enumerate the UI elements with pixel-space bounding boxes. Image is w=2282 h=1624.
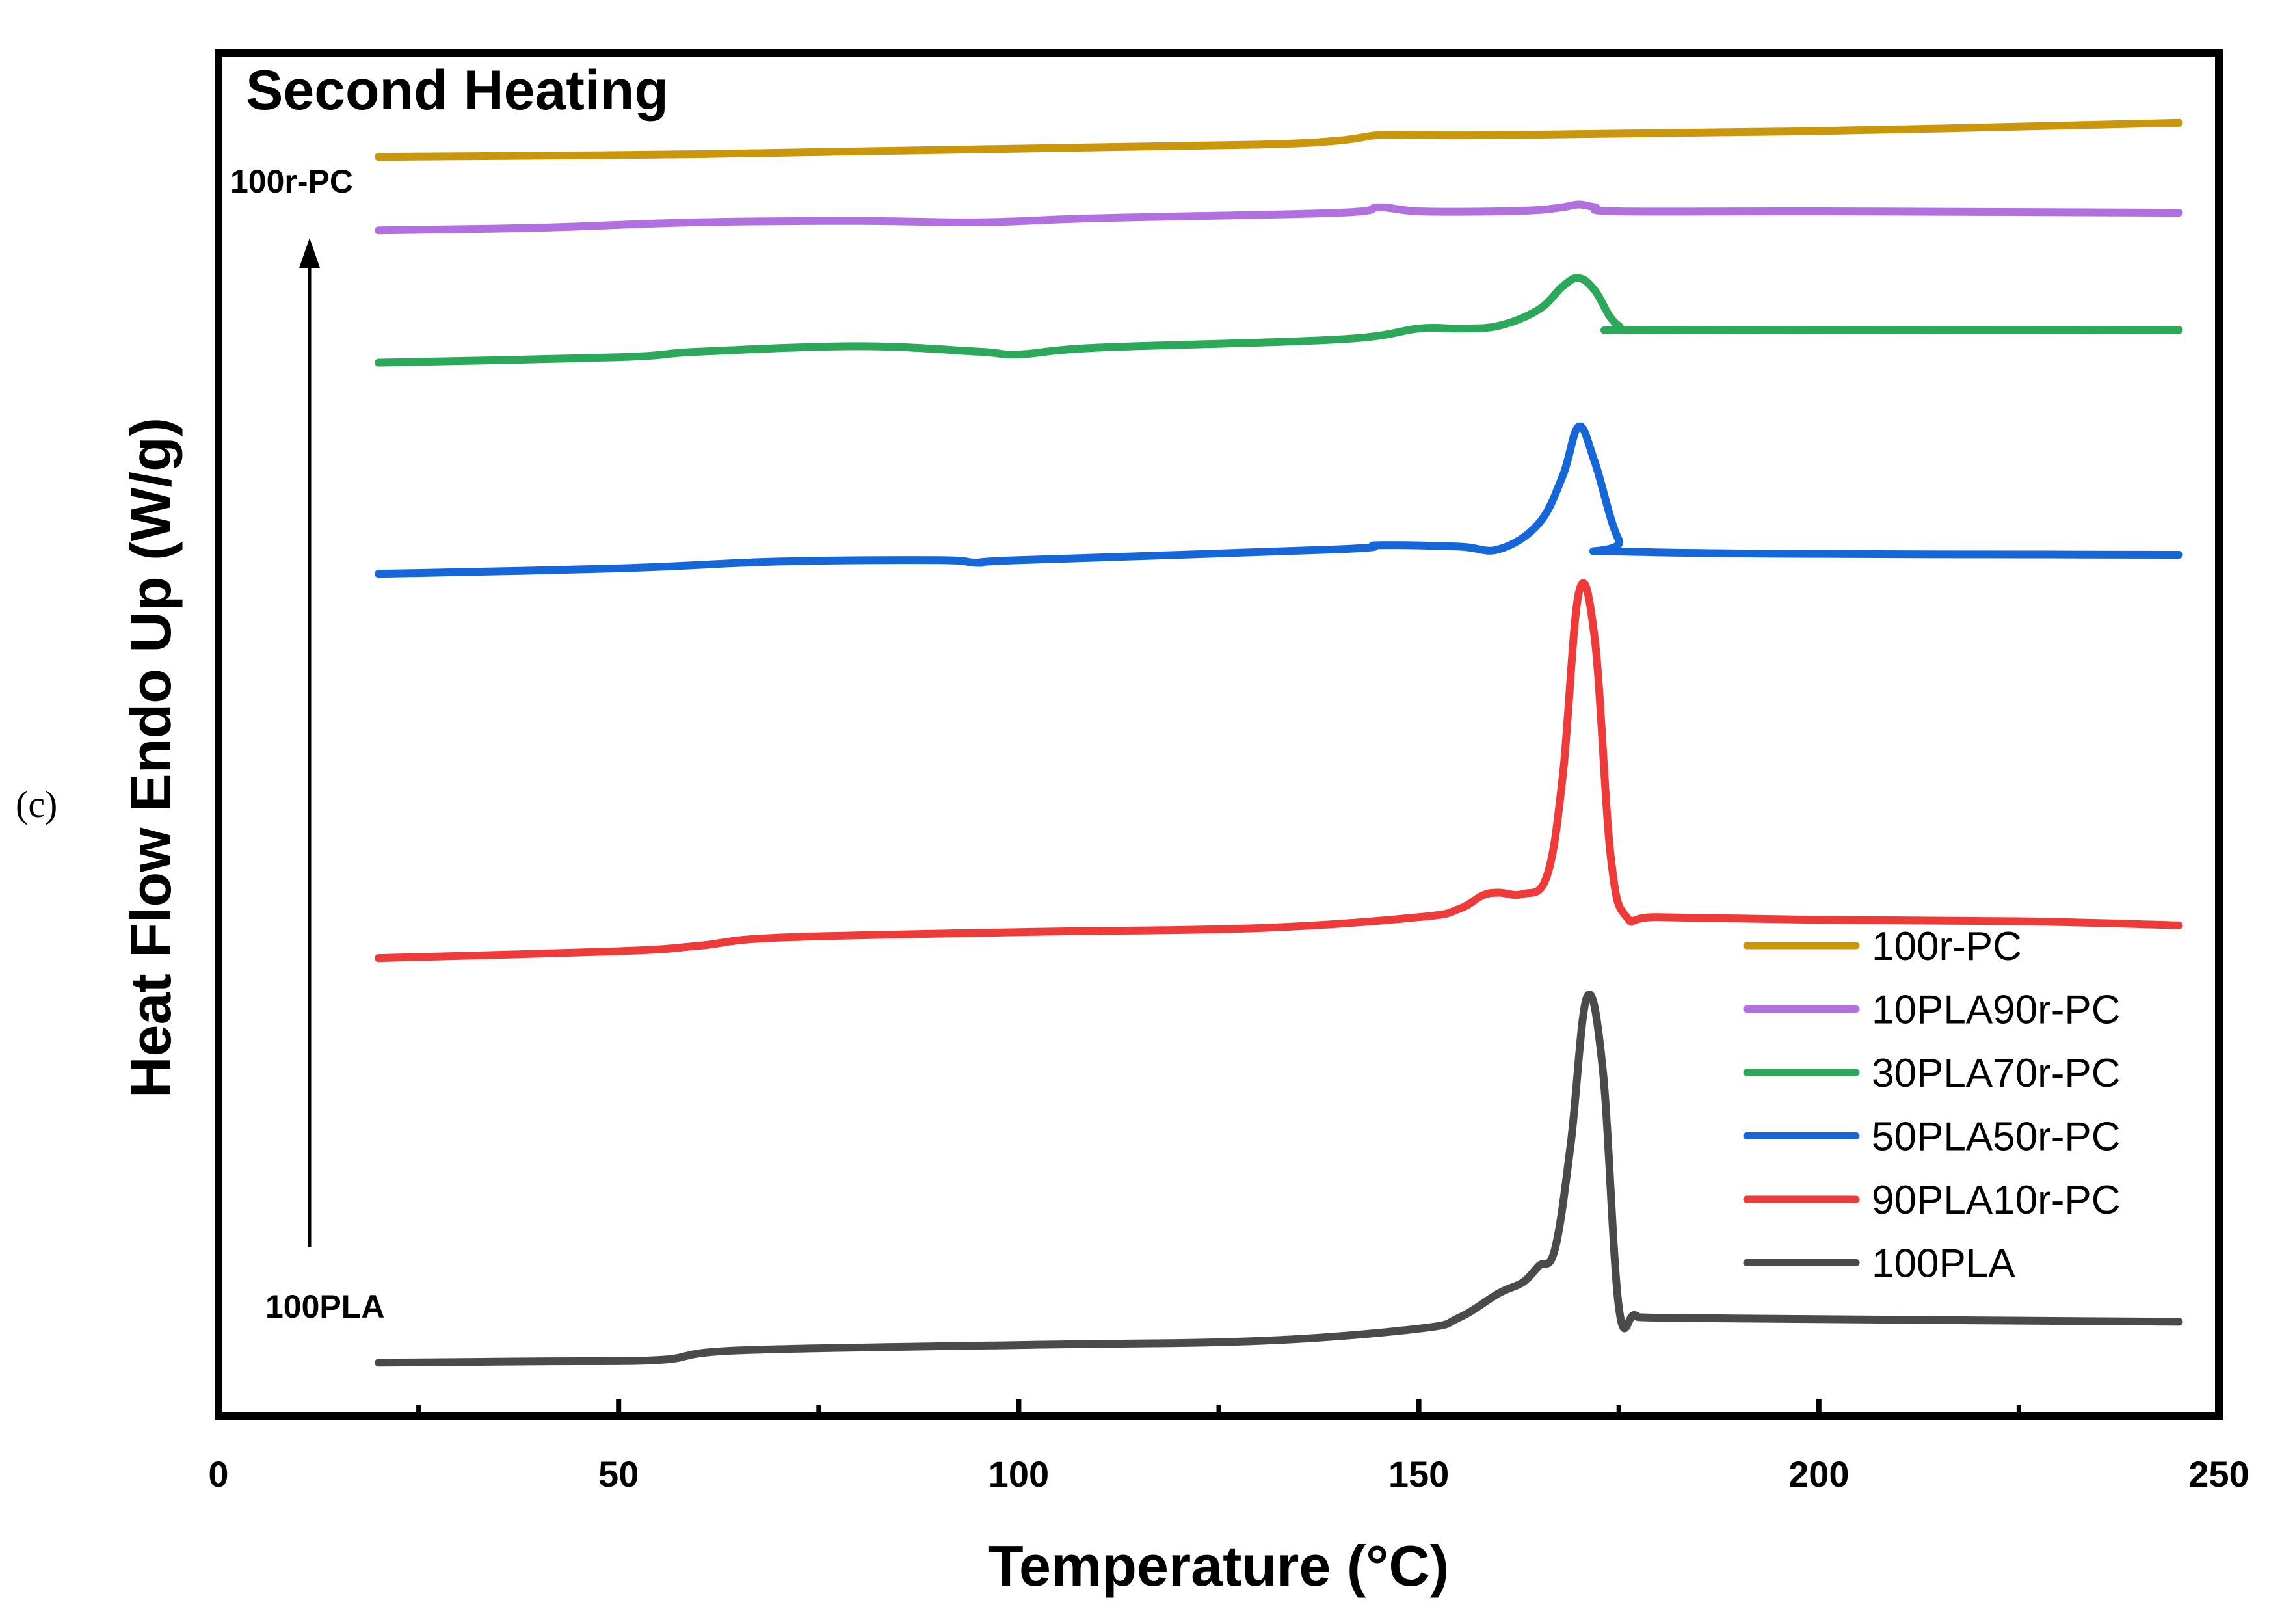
series-line-90pla10r-pc (375, 579, 2183, 963)
x-axis-title: Temperature (°C) (988, 1534, 1449, 1598)
legend-label: 10PLA90r-PC (1872, 988, 2121, 1033)
series-line-50pla50r-pc (375, 422, 2183, 578)
series-line-30pla70r-pc (375, 274, 2183, 367)
panel-label: (c) (16, 783, 57, 825)
x-tick-label: 200 (1788, 1454, 1849, 1495)
chart-title: Second Heating (246, 59, 669, 122)
x-tick-label: 250 (2188, 1454, 2249, 1495)
y-axis-title: Heat Flow Endo Up (W/g) (118, 418, 183, 1098)
arrow-top-label: 100r-PC (230, 163, 353, 200)
legend: 100r-PC 10PLA90r-PC 30PLA70r-PC 50PLA50r-PC… (1743, 924, 2121, 1286)
legend-label: 100r-PC (1872, 924, 2022, 969)
legend-label: 50PLA50r-PC (1872, 1115, 2121, 1160)
legend-label: 90PLA10r-PC (1872, 1178, 2121, 1223)
series-line-100r-pc (375, 118, 2183, 161)
x-axis: 0 50 100 150 200 250 (208, 1399, 2249, 1495)
series-line-10pla90r-pc (375, 200, 2183, 235)
legend-label: 30PLA70r-PC (1872, 1051, 2121, 1096)
x-tick-label: 100 (988, 1454, 1049, 1495)
series-layer (375, 118, 2183, 1367)
x-tick-label: 50 (598, 1454, 639, 1495)
series-line-100pla (375, 991, 2183, 1367)
legend-label: 100PLA (1872, 1242, 2015, 1286)
x-tick-label: 0 (208, 1454, 228, 1495)
x-tick-label: 150 (1388, 1454, 1449, 1495)
arrow-bottom-label: 100PLA (265, 1288, 384, 1325)
order-arrow-head (299, 238, 320, 268)
